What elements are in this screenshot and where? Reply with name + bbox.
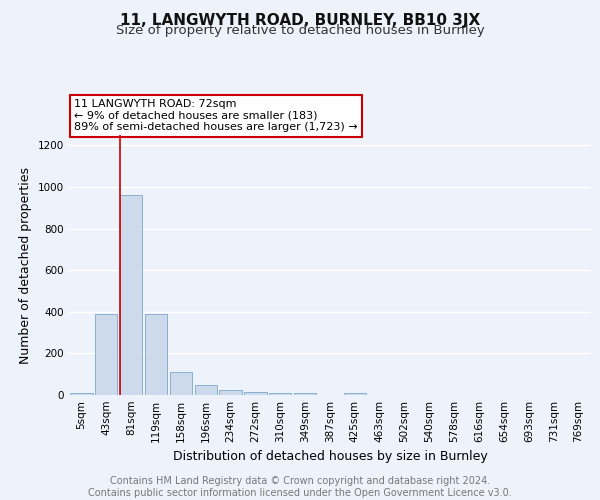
Bar [294, 393, 316, 395]
Bar [95, 314, 118, 395]
Text: 11 LANGWYTH ROAD: 72sqm
← 9% of detached houses are smaller (183)
89% of semi-de: 11 LANGWYTH ROAD: 72sqm ← 9% of detached… [74, 99, 358, 132]
Bar [70, 393, 92, 395]
X-axis label: Distribution of detached houses by size in Burnley: Distribution of detached houses by size … [173, 450, 487, 464]
Bar [194, 384, 217, 395]
Text: Size of property relative to detached houses in Burnley: Size of property relative to detached ho… [116, 24, 484, 37]
Bar [344, 393, 366, 395]
Bar [269, 393, 292, 395]
Y-axis label: Number of detached properties: Number of detached properties [19, 166, 32, 364]
Bar [120, 196, 142, 395]
Bar [170, 372, 192, 395]
Text: Contains HM Land Registry data © Crown copyright and database right 2024.
Contai: Contains HM Land Registry data © Crown c… [88, 476, 512, 498]
Bar [145, 314, 167, 395]
Bar [244, 392, 266, 395]
Text: 11, LANGWYTH ROAD, BURNLEY, BB10 3JX: 11, LANGWYTH ROAD, BURNLEY, BB10 3JX [120, 12, 480, 28]
Bar [220, 390, 242, 395]
